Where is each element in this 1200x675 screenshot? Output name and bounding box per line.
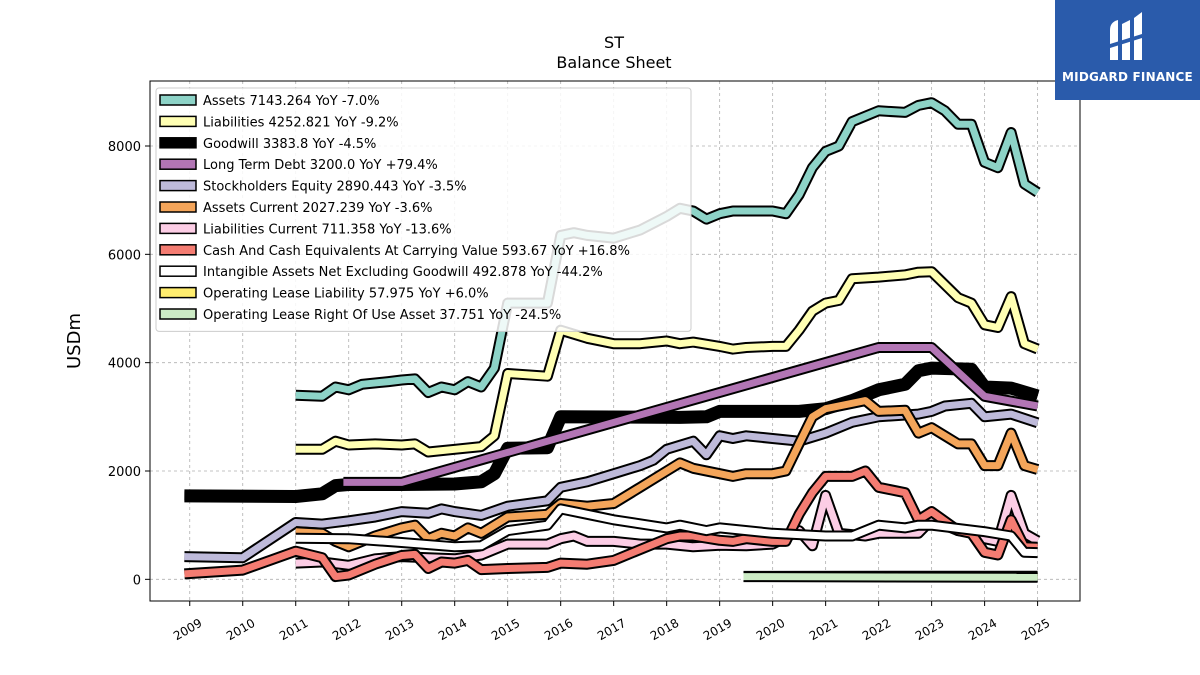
series-cash-and-cash-equivalents-at-carrying-value — [184, 465, 1038, 583]
legend-label: Assets Current 2027.239 YoY -3.6% — [203, 201, 433, 216]
legend-item: Assets Current 2027.239 YoY -3.6% — [159, 201, 433, 216]
legend-swatch — [159, 137, 197, 149]
x-axis: 2009 2010 2011 2012 2013 2014 2015 2016 2017 2018… — [171, 601, 1052, 643]
series-intangible-assets-net-excluding-goodwill — [295, 503, 1038, 559]
legend-swatch — [159, 94, 197, 106]
y-axis: 0 2000 4000 6000 8000 — [108, 140, 150, 588]
legend-swatch — [159, 308, 197, 320]
series-assets-current — [295, 395, 1040, 553]
legend-swatch — [159, 286, 197, 299]
legend-label: Liabilities 4252.821 YoY -9.2% — [203, 115, 399, 130]
x-tick-label: 2015 — [489, 616, 522, 643]
midgard-finance-logo: MIDGARD FINANCE — [1055, 0, 1200, 100]
x-tick-label: 2016 — [542, 616, 575, 643]
legend-swatch — [159, 244, 197, 256]
plot-frame — [149, 80, 1081, 602]
x-tick-label: 2022 — [860, 616, 893, 643]
legend: Assets 7143.264 YoY -7.0% Liabilities 425… — [155, 87, 692, 332]
legend-frame — [155, 87, 692, 332]
series-line — [184, 467, 1038, 581]
x-tick-label: 2013 — [383, 616, 416, 643]
x-tick-label: 2025 — [1019, 616, 1052, 643]
series-line — [295, 99, 1040, 400]
y-tick-label: 6000 — [108, 248, 141, 263]
legend-item: Cash And Cash Equivalents At Carrying Va… — [159, 244, 630, 259]
x-tick-label: 2024 — [966, 616, 999, 643]
x-tick-label: 2019 — [701, 616, 734, 643]
legend-label: Cash And Cash Equivalents At Carrying Va… — [203, 244, 630, 259]
legend-swatch — [159, 201, 197, 213]
x-tick-label: 2009 — [171, 616, 204, 643]
logo-brand-text: MIDGARD FINANCE — [1062, 70, 1193, 84]
y-tick-label: 4000 — [108, 357, 141, 372]
x-tick-label: 2018 — [648, 616, 681, 643]
legend-label: Operating Lease Liability 57.975 YoY +6.… — [203, 287, 489, 302]
legend-label: Operating Lease Right Of Use Asset 37.75… — [203, 308, 561, 323]
legend-label: Goodwill 3383.8 YoY -4.5% — [203, 137, 376, 152]
series-layer — [184, 97, 1041, 583]
x-tick-label: 2010 — [224, 616, 257, 643]
x-tick-label: 2014 — [436, 616, 469, 643]
series-line — [295, 397, 1039, 551]
y-axis-label: USDm — [64, 313, 85, 369]
x-tick-label: 2023 — [913, 616, 946, 643]
legend-item: Liabilities Current 711.358 YoY -13.6% — [159, 222, 452, 237]
legend-label: Stockholders Equity 2890.443 YoY -3.5% — [203, 180, 467, 195]
legend-label: Long Term Debt 3200.0 YoY +79.4% — [203, 158, 438, 173]
legend-item: Operating Lease Right Of Use Asset 37.75… — [159, 308, 561, 323]
legend-swatch — [159, 158, 197, 170]
legend-label: Assets 7143.264 YoY -7.0% — [203, 94, 380, 109]
legend-item: Operating Lease Liability 57.975 YoY +6.… — [159, 286, 489, 302]
series-operating-lease-right-of-use-asset — [743, 571, 1038, 583]
series-liabilities — [295, 266, 1040, 458]
x-tick-label: 2012 — [330, 616, 363, 643]
chart-title: ST — [604, 33, 624, 52]
legend-item: Assets 7143.264 YoY -7.0% — [159, 94, 380, 109]
series-stockholders-equity — [184, 397, 1040, 564]
series-long-term-debt — [343, 342, 1039, 488]
y-tick-label: 8000 — [108, 140, 141, 155]
series-line — [295, 505, 1038, 557]
y-tick-label: 0 — [133, 573, 141, 588]
legend-swatch — [159, 222, 197, 235]
legend-swatch — [159, 115, 197, 128]
x-tick-label: 2011 — [277, 616, 310, 643]
series-line — [743, 573, 1038, 581]
legend-label: Intangible Assets Net Excluding Goodwill… — [203, 265, 603, 280]
legend-item: Stockholders Equity 2890.443 YoY -3.5% — [159, 179, 467, 195]
legend-item: Long Term Debt 3200.0 YoY +79.4% — [159, 158, 438, 173]
series-line — [343, 344, 1039, 486]
y-tick-label: 2000 — [108, 465, 141, 480]
x-tick-label: 2020 — [754, 616, 787, 643]
series-line — [295, 268, 1039, 456]
legend-swatch — [159, 265, 197, 277]
legend-item: Liabilities 4252.821 YoY -9.2% — [159, 115, 399, 130]
legend-item: Intangible Assets Net Excluding Goodwill… — [159, 265, 603, 280]
legend-item: Goodwill 3383.8 YoY -4.5% — [159, 137, 376, 152]
legend-label: Liabilities Current 711.358 YoY -13.6% — [203, 222, 452, 237]
chart-subtitle: Balance Sheet — [556, 53, 671, 72]
legend-swatch — [159, 179, 197, 192]
series-assets — [295, 97, 1041, 402]
midgard-finance-mark-icon — [1110, 12, 1142, 60]
x-tick-label: 2017 — [595, 616, 628, 643]
series-line — [184, 399, 1039, 562]
x-tick-label: 2021 — [807, 616, 840, 643]
